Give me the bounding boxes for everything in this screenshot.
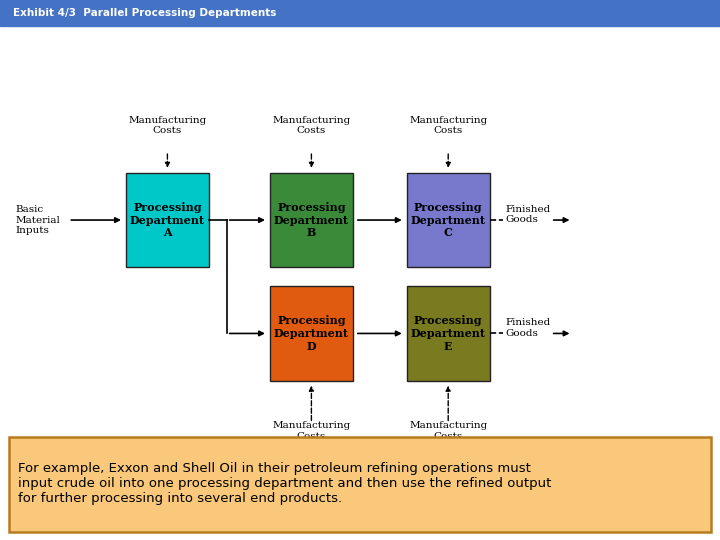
Text: Processing
Department
D: Processing Department D	[274, 315, 349, 352]
Text: Manufacturing
Costs: Manufacturing Costs	[272, 116, 351, 136]
FancyBboxPatch shape	[126, 173, 209, 267]
FancyBboxPatch shape	[270, 286, 353, 381]
FancyBboxPatch shape	[270, 173, 353, 267]
Text: Finished
Goods: Finished Goods	[505, 319, 551, 338]
FancyBboxPatch shape	[407, 286, 490, 381]
FancyBboxPatch shape	[407, 173, 490, 267]
Text: Exhibit 4/3  Parallel Processing Departments: Exhibit 4/3 Parallel Processing Departme…	[13, 8, 276, 18]
Text: Manufacturing
Costs: Manufacturing Costs	[409, 421, 487, 441]
Text: Manufacturing
Costs: Manufacturing Costs	[128, 116, 207, 136]
Text: For example, Exxon and Shell Oil in their petroleum refining operations must
inp: For example, Exxon and Shell Oil in thei…	[18, 462, 552, 505]
FancyBboxPatch shape	[0, 0, 720, 26]
Text: Processing
Department
B: Processing Department B	[274, 202, 349, 238]
Text: Processing
Department
A: Processing Department A	[130, 202, 205, 238]
FancyBboxPatch shape	[9, 437, 711, 532]
Text: Finished
Goods: Finished Goods	[505, 205, 551, 224]
Text: Manufacturing
Costs: Manufacturing Costs	[272, 421, 351, 441]
Text: Basic
Material
Inputs: Basic Material Inputs	[16, 205, 60, 235]
Text: Processing
Department
C: Processing Department C	[410, 202, 486, 238]
Text: Manufacturing
Costs: Manufacturing Costs	[409, 116, 487, 136]
Text: Processing
Department
E: Processing Department E	[410, 315, 486, 352]
